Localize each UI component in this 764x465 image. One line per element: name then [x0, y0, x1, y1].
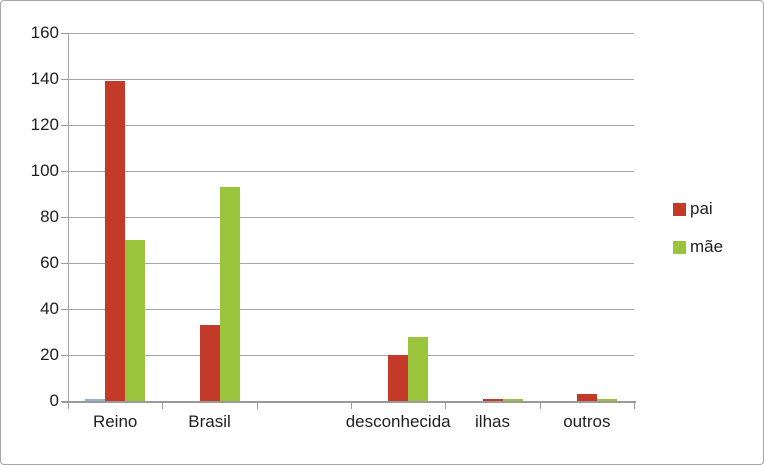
x-axis-label-ilhas: ilhas — [475, 412, 510, 431]
bar-pai-reino — [105, 81, 126, 401]
bar-ma-e-reino — [125, 240, 146, 401]
y-tick-60 — [61, 263, 68, 264]
x-tick-5 — [539, 403, 541, 409]
x-axis-label-brasil: Brasil — [188, 412, 231, 431]
plot-area — [61, 33, 636, 409]
legend-item-ma-e: mãe — [673, 236, 723, 258]
y-axis-label-80: 80 — [40, 207, 59, 226]
x-tick-6 — [634, 403, 635, 409]
x-axis-label-reino: Reino — [92, 412, 138, 431]
y-tick-160 — [61, 33, 68, 34]
gridline-60 — [68, 263, 634, 264]
x-tick-3 — [351, 403, 352, 409]
y-axis-line — [68, 34, 69, 402]
y-tick-120 — [61, 125, 68, 126]
y-axis-label-100: 100 — [30, 161, 59, 180]
gridline-100 — [68, 171, 634, 172]
x-tick-1 — [162, 403, 164, 409]
bar-pai-brasil — [199, 325, 220, 401]
bar-ma-e-desconhecida — [408, 336, 429, 401]
legend-swatch-ma-e — [673, 240, 686, 254]
bar-pai-ilhas — [482, 398, 503, 401]
legend-swatch-pai — [673, 202, 686, 216]
y-tick-140 — [61, 79, 68, 80]
legend-label-ma-e: mãe — [690, 237, 724, 256]
bar-blank-reino — [85, 398, 106, 401]
gridline-40 — [68, 309, 634, 310]
legend: pai mãe — [673, 198, 723, 274]
y-axis-label-140: 140 — [30, 69, 59, 88]
y-tick-100 — [61, 171, 68, 172]
x-axis-label-desconhecida: desconhecida — [345, 412, 451, 431]
y-axis-label-40: 40 — [40, 299, 59, 318]
y-tick-20 — [61, 355, 68, 356]
x-tick-0 — [68, 403, 69, 409]
legend-item-pai: pai — [673, 198, 723, 220]
gridline-20 — [68, 355, 634, 356]
gridline-140 — [68, 79, 634, 80]
y-axis-label-60: 60 — [40, 253, 59, 272]
gridline-80 — [68, 217, 634, 218]
y-axis-label-120: 120 — [30, 115, 59, 134]
y-axis-label-0: 0 — [49, 391, 59, 410]
x-tick-4 — [445, 403, 447, 409]
x-axis-line — [62, 401, 636, 403]
x-tick-2 — [256, 403, 258, 409]
y-tick-40 — [61, 309, 68, 310]
legend-label-pai: pai — [690, 199, 713, 218]
x-axis-label-outros: outros — [563, 412, 611, 431]
y-axis-label-20: 20 — [40, 345, 59, 364]
y-tick-80 — [61, 217, 68, 218]
y-axis-label-160: 160 — [30, 23, 59, 42]
gridline-120 — [68, 125, 634, 126]
bar-ma-e-brasil — [219, 187, 240, 401]
bar-ma-e-ilhas — [502, 398, 523, 401]
gridline-160 — [68, 33, 634, 34]
bar-pai-outros — [576, 394, 597, 401]
bar-ma-e-outros — [596, 398, 617, 401]
bar-pai-desconhecida — [388, 355, 409, 401]
